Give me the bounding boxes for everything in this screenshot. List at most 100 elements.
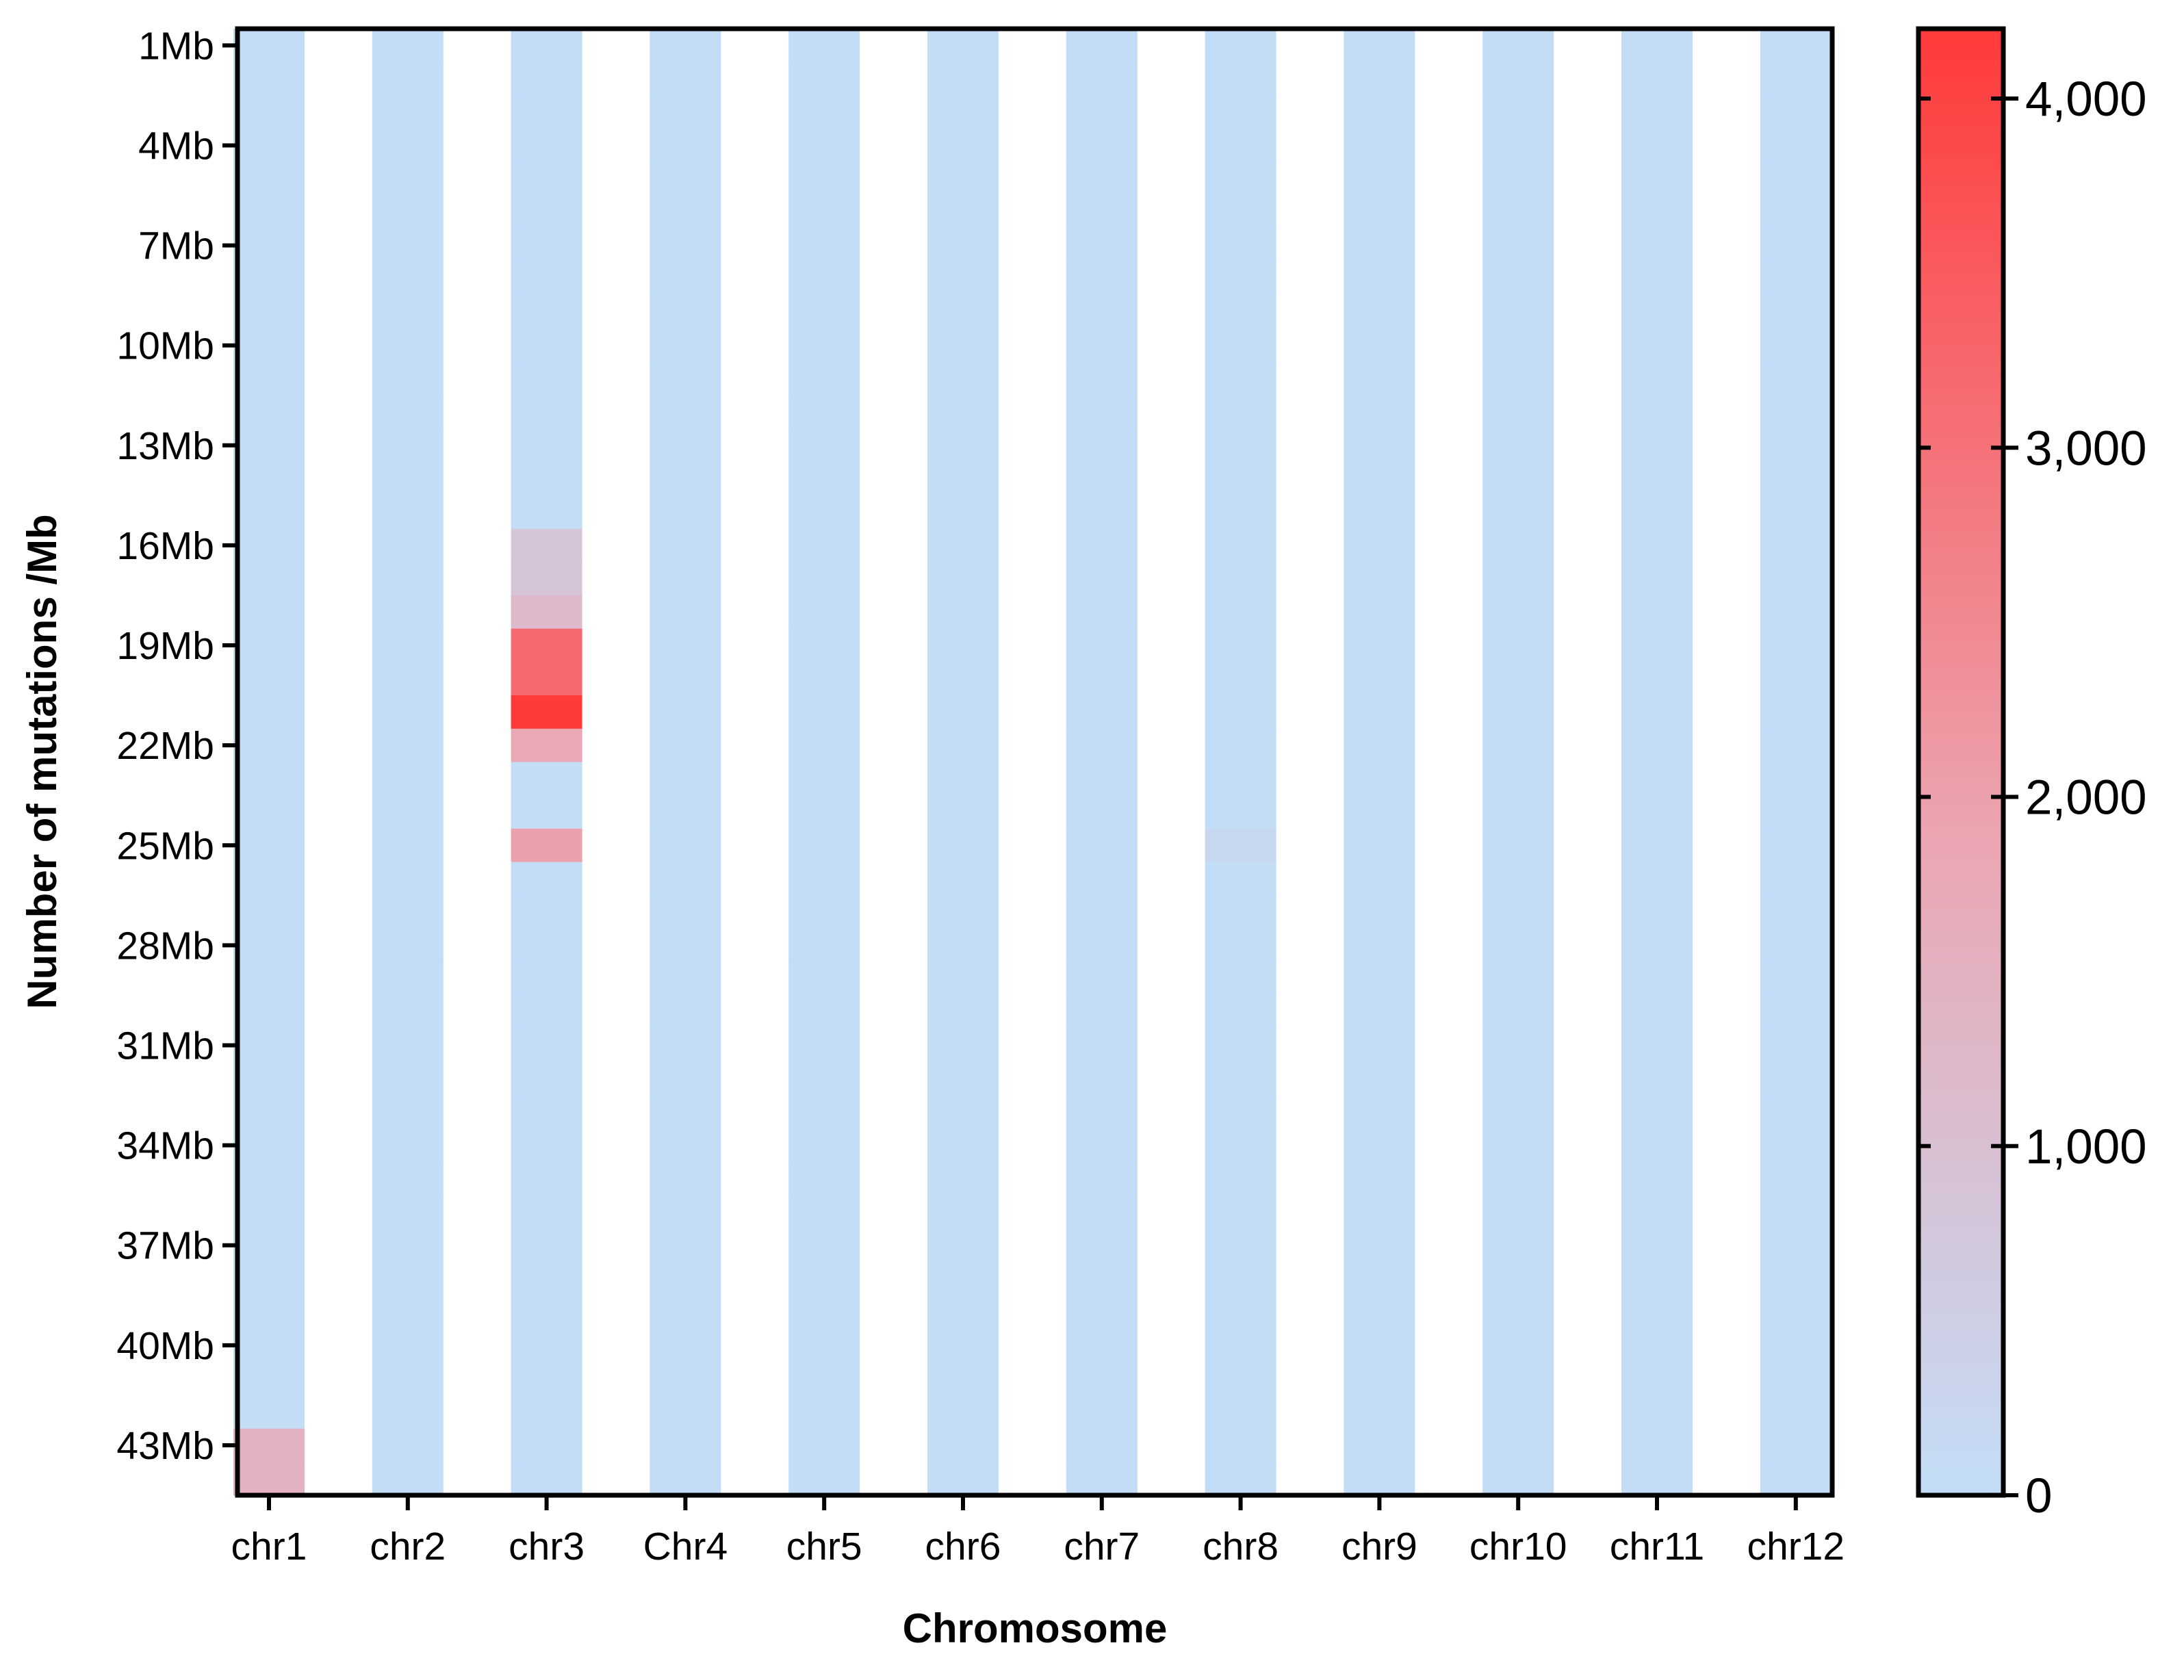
heatmap-cell-chr11-38Mb: [1621, 1262, 1693, 1296]
x-axis-title: Chromosome: [903, 1605, 1168, 1651]
heatmap-cell-Chr4-15Mb: [650, 495, 721, 530]
heatmap-cell-chr1-21Mb: [233, 695, 305, 729]
heatmap-cell-chr8-12Mb: [1205, 395, 1276, 430]
heatmap-cell-chr6-28Mb: [927, 929, 999, 963]
heatmap-cell-chr2-22Mb: [372, 728, 444, 763]
heatmap-cell-chr2-33Mb: [372, 1095, 444, 1129]
heatmap-cell-chr7-44Mb: [1066, 1462, 1138, 1496]
heatmap-cell-chr1-29Mb: [233, 961, 305, 996]
heatmap-cell-chr6-27Mb: [927, 895, 999, 929]
heatmap-cell-chr10-4Mb: [1482, 129, 1554, 163]
heatmap-cell-chr5-3Mb: [788, 95, 860, 129]
heatmap-cell-chr7-10Mb: [1066, 328, 1138, 363]
heatmap-cell-chr5-25Mb: [788, 828, 860, 863]
heatmap-cell-chr9-20Mb: [1344, 662, 1415, 696]
heatmap-cell-chr3-39Mb: [511, 1295, 582, 1330]
heatmap-cell-chr3-8Mb: [511, 261, 582, 296]
heatmap-cell-chr6-43Mb: [927, 1428, 999, 1462]
heatmap-cell-chr2-12Mb: [372, 395, 444, 430]
heatmap-cell-chr3-24Mb: [511, 795, 582, 829]
heatmap-cell-chr5-38Mb: [788, 1262, 860, 1296]
heatmap-cell-chr12-13Mb: [1760, 428, 1832, 463]
heatmap-cell-chr3-11Mb: [511, 362, 582, 396]
heatmap-cell-chr12-32Mb: [1760, 1061, 1832, 1096]
heatmap-cell-chr6-23Mb: [927, 762, 999, 796]
heatmap-cell-chr1-40Mb: [233, 1328, 305, 1362]
heatmap-cell-Chr4-1Mb: [650, 29, 721, 63]
heatmap-cell-chr5-24Mb: [788, 795, 860, 829]
heatmap-cell-chr5-27Mb: [788, 895, 860, 929]
heatmap-cell-chr8-5Mb: [1205, 161, 1276, 196]
heatmap-cell-chr12-11Mb: [1760, 362, 1832, 396]
heatmap-cell-Chr4-17Mb: [650, 562, 721, 596]
heatmap-cell-chr2-31Mb: [372, 1029, 444, 1063]
x-tick-label: chr12: [1747, 1525, 1845, 1568]
heatmap-cell-chr12-12Mb: [1760, 395, 1832, 430]
heatmap-cell-chr6-15Mb: [927, 495, 999, 530]
heatmap-cell-chr1-12Mb: [233, 395, 305, 430]
heatmap-cell-chr9-21Mb: [1344, 695, 1415, 729]
heatmap-cell-chr9-30Mb: [1344, 995, 1415, 1029]
colorbar-tick-label: 2,000: [2025, 771, 2147, 825]
heatmap-cell-chr2-30Mb: [372, 995, 444, 1029]
heatmap-cell-chr10-43Mb: [1482, 1428, 1554, 1462]
heatmap-cell-chr10-44Mb: [1482, 1462, 1554, 1496]
heatmap-cell-chr5-28Mb: [788, 929, 860, 963]
x-tick-label: chr6: [925, 1525, 1001, 1568]
heatmap-cell-chr10-19Mb: [1482, 628, 1554, 662]
heatmap-cell-chr8-38Mb: [1205, 1262, 1276, 1296]
heatmap-cell-chr7-3Mb: [1066, 95, 1138, 129]
heatmap-cell-Chr4-6Mb: [650, 195, 721, 229]
y-tick-label: 28Mb: [116, 924, 214, 968]
heatmap-cell-chr5-9Mb: [788, 295, 860, 329]
heatmap-cell-Chr4-12Mb: [650, 395, 721, 430]
heatmap-cell-chr9-1Mb: [1344, 29, 1415, 63]
heatmap-cell-chr7-9Mb: [1066, 295, 1138, 329]
heatmap-cell-chr10-25Mb: [1482, 828, 1554, 863]
heatmap-cell-chr12-15Mb: [1760, 495, 1832, 530]
x-axis: chr1 chr2 chr3 Chr4 chr5 chr6 chr7 chr8 chr9 chr1…: [231, 1495, 1845, 1568]
heatmap-cell-chr6-18Mb: [927, 595, 999, 630]
heatmap-cell-chr7-18Mb: [1066, 595, 1138, 630]
heatmap-cell-chr8-24Mb: [1205, 795, 1276, 829]
heatmap-cell-chr11-31Mb: [1621, 1029, 1693, 1063]
heatmap-cell-chr3-40Mb: [511, 1328, 582, 1362]
heatmap-cell-chr10-24Mb: [1482, 795, 1554, 829]
heatmap-cell-chr10-31Mb: [1482, 1029, 1554, 1063]
heatmap-cell-chr12-20Mb: [1760, 662, 1832, 696]
heatmap-cell-chr11-30Mb: [1621, 995, 1693, 1029]
heatmap-cell-Chr4-34Mb: [650, 1128, 721, 1163]
heatmap-cell-chr6-11Mb: [927, 362, 999, 396]
colorbar-tick-label: 0: [2025, 1469, 2053, 1523]
heatmap-cell-chr3-18Mb: [511, 595, 582, 630]
heatmap-cell-Chr4-26Mb: [650, 862, 721, 896]
heatmap-cell-chr11-10Mb: [1621, 328, 1693, 363]
heatmap-cell-chr8-43Mb: [1205, 1428, 1276, 1462]
heatmap-cell-chr9-12Mb: [1344, 395, 1415, 430]
colorbar: [1916, 26, 2006, 1498]
heatmap-cell-chr9-15Mb: [1344, 495, 1415, 530]
heatmap-cell-chr9-24Mb: [1344, 795, 1415, 829]
heatmap-cell-chr8-23Mb: [1205, 762, 1276, 796]
heatmap-cell-chr11-42Mb: [1621, 1395, 1693, 1430]
heatmap-cell-chr2-23Mb: [372, 762, 444, 796]
heatmap-cell-Chr4-8Mb: [650, 261, 721, 296]
heatmap-cell-chr1-17Mb: [233, 562, 305, 596]
heatmap-cell-chr1-42Mb: [233, 1395, 305, 1430]
heatmap-cell-Chr4-23Mb: [650, 762, 721, 796]
heatmap-cell-chr10-9Mb: [1482, 295, 1554, 329]
heatmap-cell-chr12-19Mb: [1760, 628, 1832, 662]
heatmap-cell-chr6-16Mb: [927, 528, 999, 563]
heatmap-cell-chr3-38Mb: [511, 1262, 582, 1296]
heatmap-cell-chr12-30Mb: [1760, 995, 1832, 1029]
heatmap-cell-chr3-22Mb: [511, 728, 582, 763]
heatmap-cell-chr8-6Mb: [1205, 195, 1276, 229]
heatmap-cell-Chr4-10Mb: [650, 328, 721, 363]
heatmap-cell-chr5-15Mb: [788, 495, 860, 530]
heatmap-cell-chr6-37Mb: [927, 1228, 999, 1263]
heatmap-cell-chr3-17Mb: [511, 562, 582, 596]
heatmap-cell-chr11-37Mb: [1621, 1228, 1693, 1263]
heatmap-cell-chr8-25Mb: [1205, 828, 1276, 863]
heatmap-cell-chr6-2Mb: [927, 62, 999, 96]
heatmap-cell-chr5-32Mb: [788, 1061, 860, 1096]
